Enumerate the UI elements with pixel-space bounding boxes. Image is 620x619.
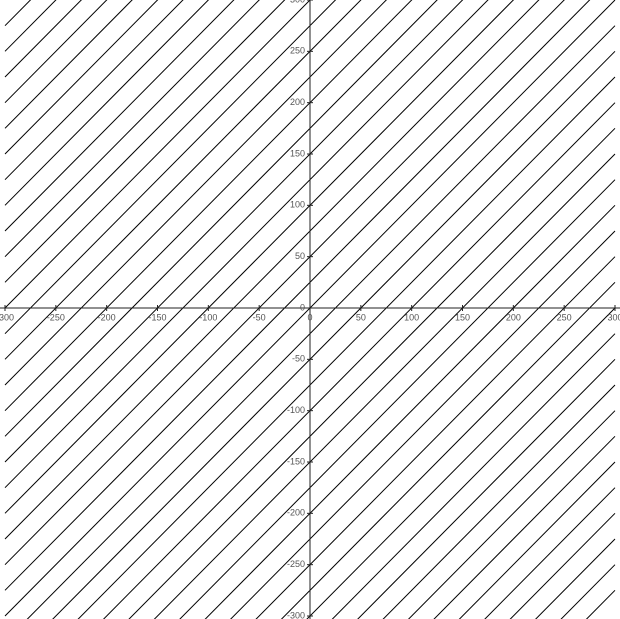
x-tick-label: -200 <box>98 312 116 322</box>
y-tick-label: -100 <box>287 405 305 415</box>
y-tick-label: -50 <box>292 354 305 364</box>
line <box>433 435 616 619</box>
y-tick-label: -200 <box>287 508 305 518</box>
line <box>458 461 616 619</box>
x-tick-label: 50 <box>356 312 366 322</box>
x-tick-label: -100 <box>199 312 217 322</box>
line <box>4 0 184 181</box>
y-tick-label: 50 <box>295 251 305 261</box>
x-tick-label: 250 <box>557 312 572 322</box>
x-tick-label: 300 <box>607 312 620 322</box>
y-tick-label: 300 <box>290 0 305 4</box>
line <box>484 487 616 619</box>
line <box>4 0 286 283</box>
line <box>4 0 159 155</box>
y-tick-label: 100 <box>290 200 305 210</box>
x-tick-label: 0 <box>307 312 312 322</box>
y-tick-label: 0 <box>300 302 305 312</box>
x-tick-label: 200 <box>506 312 521 322</box>
line <box>4 0 133 129</box>
line <box>331 333 616 619</box>
line <box>357 358 616 619</box>
y-tick-label: 250 <box>290 46 305 56</box>
line <box>4 0 210 206</box>
x-tick-label: -300 <box>0 312 14 322</box>
x-tick-label: 100 <box>404 312 419 322</box>
line <box>4 0 311 309</box>
x-tick-label: -150 <box>148 312 166 322</box>
line <box>407 410 616 619</box>
x-tick-label: 150 <box>455 312 470 322</box>
line <box>382 384 616 619</box>
x-tick-label: -50 <box>253 312 266 322</box>
line <box>4 0 108 104</box>
y-tick-label: -250 <box>287 559 305 569</box>
y-tick-label: -150 <box>287 456 305 466</box>
line <box>509 512 616 619</box>
y-tick-label: 150 <box>290 148 305 158</box>
y-tick-label: 200 <box>290 97 305 107</box>
line <box>4 0 235 232</box>
x-tick-label: -250 <box>47 312 65 322</box>
line <box>4 0 260 258</box>
y-tick-label: -300 <box>287 610 305 619</box>
